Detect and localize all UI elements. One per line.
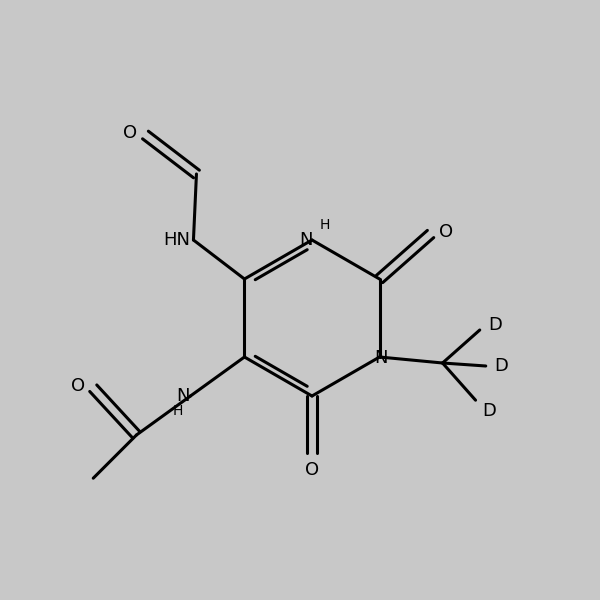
Text: D: D (488, 316, 502, 334)
Text: N: N (374, 349, 388, 367)
Text: O: O (123, 124, 137, 142)
Text: H: H (320, 218, 331, 232)
Text: O: O (305, 461, 319, 479)
Text: HN: HN (163, 231, 190, 249)
Text: N: N (176, 387, 189, 405)
Text: D: D (482, 402, 496, 420)
Text: O: O (71, 377, 85, 395)
Text: H: H (173, 404, 183, 418)
Text: O: O (439, 223, 453, 241)
Text: D: D (494, 357, 508, 375)
Text: N: N (299, 231, 313, 249)
